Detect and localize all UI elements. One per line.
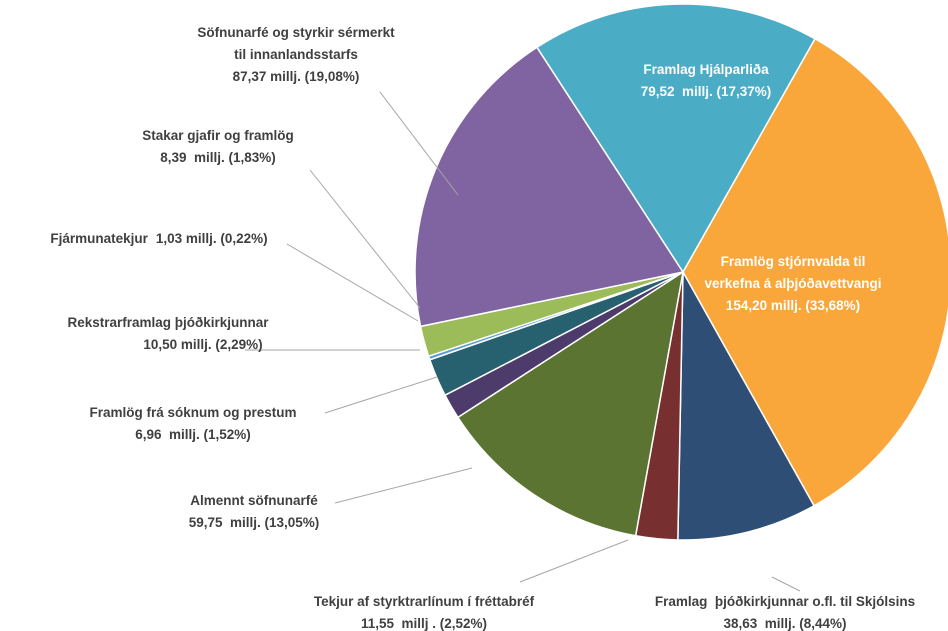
- label-name: Framlag þjóðkirkjunnar o.fl. til Skjólsi…: [655, 594, 915, 609]
- label-name: verkefna á alþjóðavettvangi: [704, 276, 881, 291]
- label-name: Rekstrarframlag þjóðkirkjunnar: [67, 315, 269, 330]
- label-value: 87,37 millj. (19,08%): [233, 69, 360, 84]
- label-value: 59,75 millj. (13,05%): [189, 515, 320, 530]
- leader-line: [334, 467, 473, 504]
- pie-slice: [414, 46, 685, 328]
- slice-label: Rekstrarframlag þjóðkirkjunnar 10,50 mill…: [67, 315, 269, 352]
- pie-slice: [535, 3, 816, 274]
- label-value: 79,52 millj. (17,37%): [641, 84, 772, 99]
- leader-line: [771, 576, 801, 592]
- label-value: 6,96 millj. (1,52%): [135, 427, 251, 442]
- label-value: 154,20 millj. (33,68%): [726, 298, 860, 313]
- label-name: til innanlandsstarfs: [234, 47, 358, 62]
- slice-label: Framlag þjóðkirkjunnar o.fl. til Skjólsi…: [655, 594, 915, 631]
- label-name: Framlag Hjálparliða: [643, 62, 769, 77]
- label-name: Söfnunarfé og styrkir sérmerkt: [197, 25, 395, 40]
- leader-line: [286, 243, 419, 322]
- slice-label: Fjármunatekjur 1,03 millj. (0,22%): [50, 231, 267, 246]
- leader-line: [379, 91, 459, 196]
- label-value: 38,63 millj. (8,44%): [723, 616, 846, 631]
- slice-label: Söfnunarfé og styrkir sérmerkt til innanl…: [197, 25, 395, 84]
- slice-label: Almennt söfnunarfé 59,75 millj. (13,05%): [189, 493, 320, 530]
- label-value: 1,03 millj. (0,22%): [156, 231, 268, 246]
- leader-line: [519, 539, 629, 583]
- leader-line: [324, 376, 438, 414]
- pie-slice: [677, 269, 816, 541]
- slice-label: Framlag Hjálparliða 79,52 millj. (17,37%): [641, 62, 772, 99]
- slice-label: Framlög stjórnvalda til verkefna á alþjóð…: [704, 254, 881, 313]
- pie-slice: [456, 270, 685, 537]
- label-name: Tekjur af styrktrarlínum í fréttabréf: [314, 594, 535, 609]
- label-value: 11,55 millj . (2,52%): [361, 616, 487, 631]
- leader-line: [309, 169, 421, 309]
- slice-label: Framlög frá sóknum og prestum 6,96 millj.…: [89, 405, 296, 442]
- label-name: Fjármunatekjur: [50, 231, 148, 246]
- slice-label: Stakar gjafir og framlög 8,39 millj. (1,8…: [142, 128, 294, 165]
- label-name: Framlög frá sóknum og prestum: [89, 405, 296, 420]
- label-value: 8,39 millj. (1,83%): [160, 150, 276, 165]
- slice-label: Tekjur af styrktrarlínum í fréttabréf 11,…: [314, 594, 535, 631]
- label-name: Stakar gjafir og framlög: [142, 128, 294, 143]
- label-name: Almennt söfnunarfé: [190, 493, 318, 508]
- label-name: Framlög stjórnvalda til: [721, 254, 866, 269]
- label-value: 10,50 millj. (2,29%): [143, 337, 262, 352]
